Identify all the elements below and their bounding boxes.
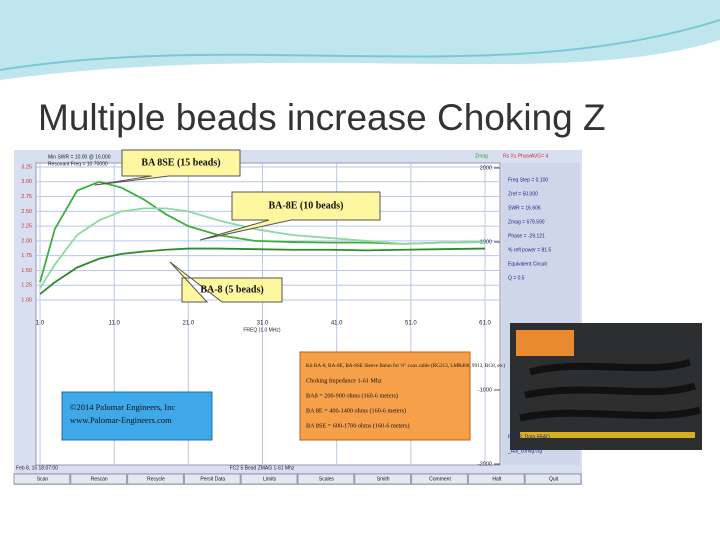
y-tick-label: 1.75 [21, 253, 32, 259]
readout-line: Freq Step = 0.100 [508, 177, 548, 183]
y-tick-label: 3.25 [21, 164, 32, 170]
wave [0, 0, 720, 80]
menu-button[interactable] [183, 473, 241, 485]
photo-cables [519, 358, 701, 422]
status-date: Feb 8, 15 18:07:00 [16, 465, 58, 471]
menu-button[interactable] [524, 473, 582, 485]
y-tick-label: 1.00 [21, 297, 32, 303]
callout-text: BA 8SE (15 beads) [141, 157, 220, 168]
info-line: Kit BA-8, BA-8E, BA-8SE Sleeve Balun for… [306, 362, 505, 369]
menu-button[interactable] [240, 473, 298, 485]
y2-tick-label: 1000 [480, 239, 492, 245]
info-line: BA 8E = 400-1400 ohms (160-6 meters) [306, 407, 406, 414]
y-tick-label: 2.75 [21, 194, 32, 200]
menu-label: Comment [429, 476, 451, 482]
readout-line: FILES: Data 5BAD [508, 434, 550, 440]
right-header: AVG= 4 [531, 153, 548, 159]
menu-label: Recycle [147, 476, 165, 482]
readout-line: SWR = 16.606 [508, 205, 541, 211]
callout [169, 261, 283, 303]
readout-line: _Aal_config.cfg [507, 448, 542, 454]
y2-tick-label: -2000 [478, 461, 492, 467]
callout-text: BA-8E (10 beads) [268, 200, 343, 211]
y-tick-label: 3.00 [21, 179, 32, 185]
menu-label: Scales [319, 476, 335, 482]
right-header: Zmag [475, 153, 488, 159]
series-line [39, 207, 486, 289]
header-line: Min SWR = 10.00 @ 16.000 [48, 154, 111, 160]
y2-tick-label: 2000 [480, 165, 492, 171]
menu-button[interactable] [13, 473, 71, 485]
menu-button[interactable] [70, 473, 128, 485]
wave-line [0, 19, 720, 71]
y-tick-label: 2.50 [21, 209, 32, 215]
copyright-line: ©2014 Palomar Engineers, Inc [70, 402, 175, 412]
menu-button[interactable] [297, 473, 355, 485]
series-line [39, 247, 486, 295]
menu-button[interactable] [411, 473, 468, 485]
x-axis-label: FREQ (1.0 MHz) [243, 327, 281, 333]
menu-label: Smith [377, 476, 390, 482]
menu-button[interactable] [467, 473, 525, 485]
slide-title: Multiple beads increase Choking Z [38, 97, 606, 138]
photo-ruler [520, 432, 695, 438]
menu-button[interactable] [127, 473, 184, 485]
info-box [299, 351, 471, 441]
x-tick-label: 31.0 [257, 321, 269, 327]
x-tick-label: 11.0 [109, 321, 121, 327]
photo-label [516, 330, 574, 356]
y-tick-label: 2.00 [21, 238, 32, 244]
header-line: Resonant Freq = 10.70000 [48, 161, 108, 167]
copyright-line: www.Palomar-Engineers.com [70, 415, 172, 425]
info-line: BA 8SE = 600-1700 ohms (160-6 meters) [306, 422, 410, 429]
x-tick-label: 41.0 [331, 321, 343, 327]
y2-tick-label: -1000 [478, 387, 492, 393]
x-tick-label: 1.0 [36, 321, 45, 327]
menu-label: Quit [549, 476, 559, 482]
y-tick-label: 2.25 [21, 224, 32, 230]
right-header: Rs Xs Phase [503, 153, 532, 159]
menu-button[interactable] [354, 473, 412, 485]
menu-label: Halt [492, 476, 502, 482]
x-tick-label: 51.0 [405, 321, 417, 327]
callout [199, 191, 381, 241]
readout-line: Equivalent Circuit [508, 261, 548, 267]
menu-label: Persit Data [200, 476, 225, 482]
readout-line: % refl power = 81.5 [508, 247, 551, 253]
menu-label: Rescan [91, 476, 108, 482]
x-tick-label: 21.0 [182, 321, 194, 327]
callout [94, 149, 241, 186]
y-tick-label: 1.50 [21, 268, 32, 274]
info-line: Choking Impedance 1-61 Mhz [306, 377, 382, 384]
readout-line: Zmag = 679.590 [508, 219, 545, 225]
status-scan: FC2 5 Bead ZMAG 1-61 Mhz [230, 465, 295, 471]
readout-line: Phase = -29.121 [508, 233, 545, 239]
info-line: BA8 = 200-900 ohms (160-6 meters) [306, 392, 398, 399]
menu-label: Limits [263, 476, 277, 482]
menu-label: Scan [37, 476, 49, 482]
copyright-box [61, 391, 213, 441]
x-tick-label: 61.0 [479, 321, 491, 327]
callout-text: BA-8 (5 beads) [200, 284, 263, 295]
readout-line: Zref = 50.000 [508, 191, 538, 197]
readout-line: Q = 0.5 [508, 275, 525, 281]
y-tick-label: 1.25 [21, 283, 32, 289]
